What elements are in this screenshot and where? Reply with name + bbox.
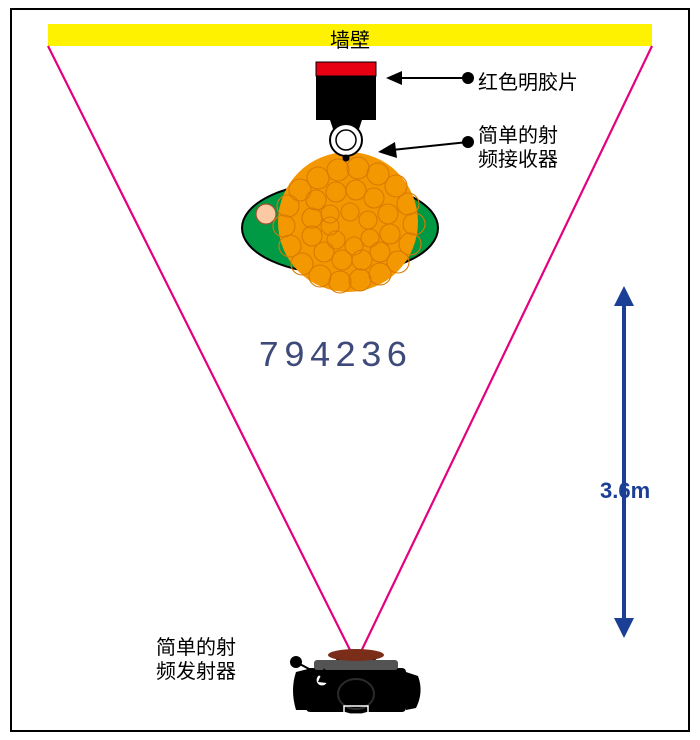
flash-tip xyxy=(343,155,350,162)
dimension-label: 3.6m xyxy=(600,478,650,504)
flash-lens-ring xyxy=(330,124,362,156)
flash-head xyxy=(316,76,376,120)
watermark-text: 794236 xyxy=(258,336,412,377)
receiver-label: 简单的射 频接收器 xyxy=(478,124,558,172)
callout-gel xyxy=(386,71,474,85)
gel-label: 红色明胶片 xyxy=(478,66,578,95)
flash-gel xyxy=(316,62,376,76)
callout-receiver xyxy=(378,136,474,158)
dimension-arrow xyxy=(614,286,634,638)
transmitter-label: 简单的射 频发射器 xyxy=(156,636,236,684)
camera-icon xyxy=(293,649,421,718)
subject-ear xyxy=(256,204,276,224)
subject-hair xyxy=(273,152,425,293)
